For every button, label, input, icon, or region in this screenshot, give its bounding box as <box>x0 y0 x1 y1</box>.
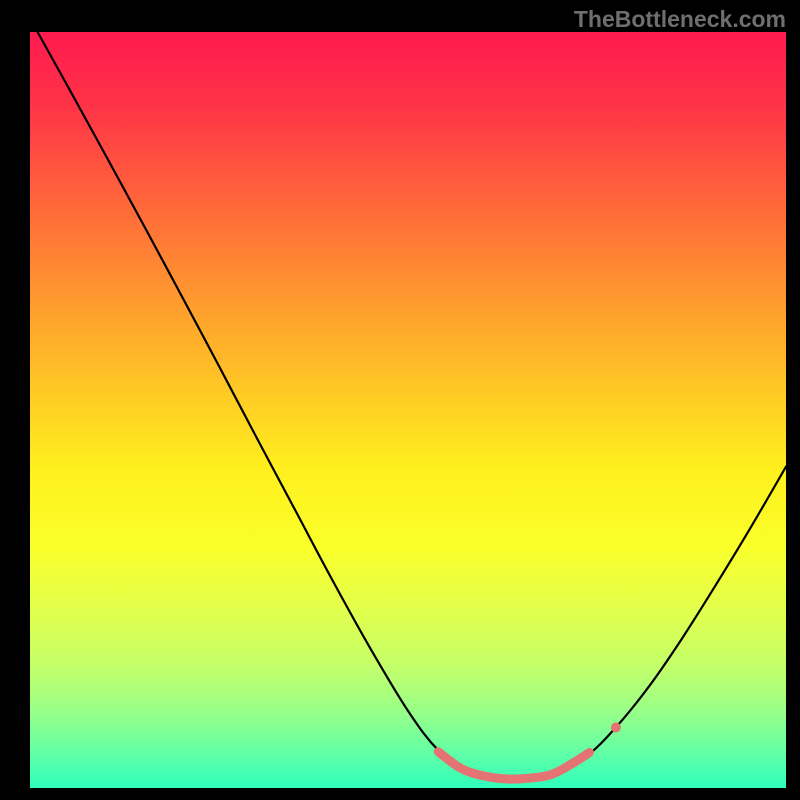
watermark-text: TheBottleneck.com <box>574 6 786 33</box>
chart-svg <box>30 32 786 788</box>
valley-dot <box>611 723 621 733</box>
plot-area <box>30 32 786 788</box>
gradient-background <box>30 32 786 788</box>
chart-container: TheBottleneck.com <box>0 0 800 800</box>
